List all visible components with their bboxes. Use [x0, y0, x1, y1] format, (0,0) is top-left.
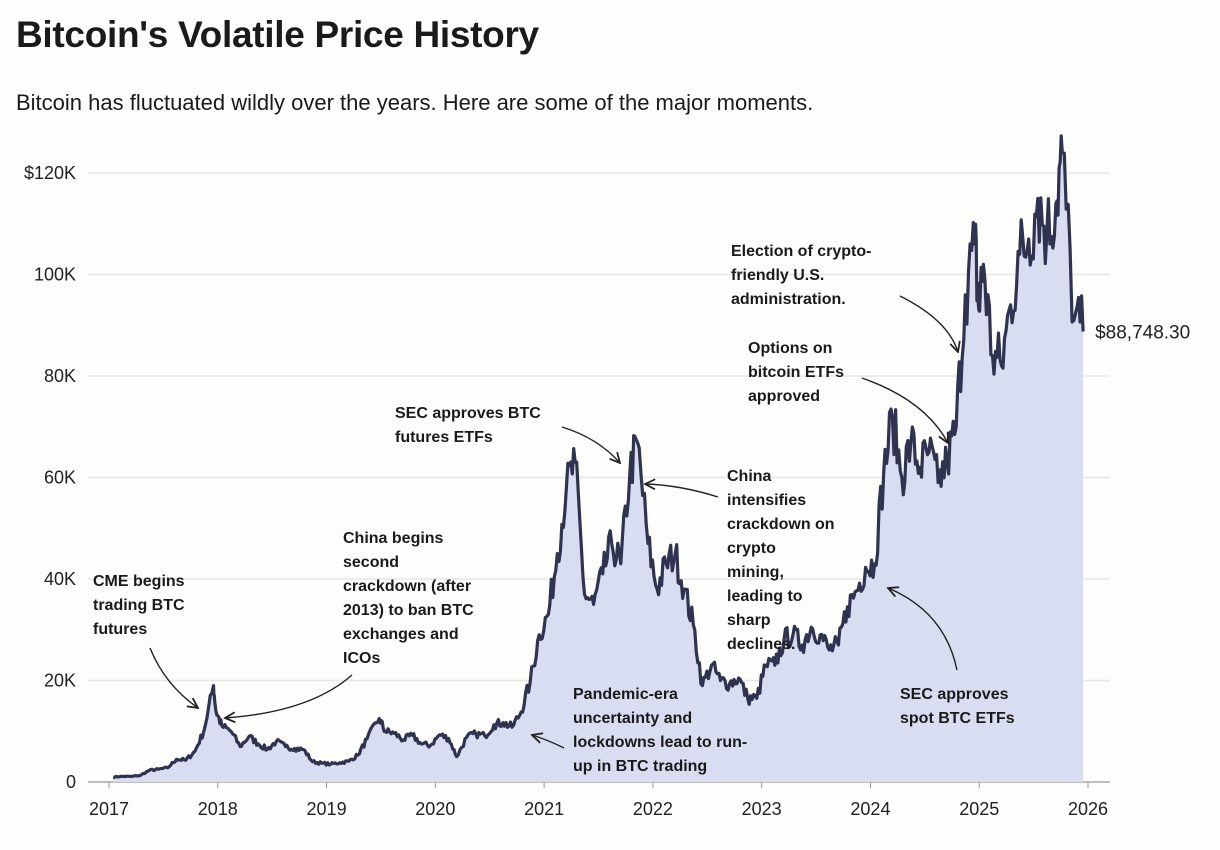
- x-tick-label: 2021: [524, 799, 564, 819]
- latest-price-label: $88,748.30: [1095, 323, 1190, 344]
- annotation-line: crackdown on: [727, 516, 835, 533]
- annotation-line: trading BTC: [93, 597, 185, 614]
- annotation-arrow-pandemic: [532, 735, 565, 749]
- annotation-line: sharp: [727, 612, 771, 629]
- annotation-line: up in BTC trading: [573, 758, 707, 775]
- annotation-chinamining: China intensifies crackdown on crypto mining…: [727, 468, 835, 653]
- annotation-arrow-cme: [149, 647, 198, 708]
- annotation-arrow-secfut: [561, 426, 620, 463]
- annotation-line: leading to: [727, 588, 803, 605]
- y-tick-label: 0: [66, 772, 76, 792]
- annotation-line: China: [727, 468, 772, 485]
- annotation-line: crackdown (after: [343, 578, 471, 595]
- annotation-line: second: [343, 554, 399, 571]
- annotation-cme: CME begins trading BTC futures: [93, 573, 185, 638]
- y-tick-label: 80K: [44, 366, 76, 386]
- chart-title: Bitcoin's Volatile Price History: [16, 14, 539, 55]
- annotation-line: Pandemic-era: [573, 686, 678, 703]
- x-tick-label: 2023: [742, 799, 782, 819]
- x-tick-label: 2025: [959, 799, 999, 819]
- y-tick-label: 40K: [44, 569, 76, 589]
- chart-subtitle: Bitcoin has fluctuated wildly over the y…: [16, 90, 814, 115]
- annotation-line: 2013) to ban BTC: [343, 602, 474, 619]
- annotation-pandemic: Pandemic-era uncertainty and lockdowns lea…: [573, 686, 747, 775]
- annotation-line: friendly U.S.: [731, 267, 824, 284]
- annotation-arrow-election: [899, 295, 958, 352]
- x-tick-label: 2020: [415, 799, 455, 819]
- annotation-line: spot BTC ETFs: [900, 710, 1015, 727]
- annotation-line: SEC approves: [900, 686, 1009, 703]
- annotation-line: crypto: [727, 540, 776, 557]
- annotation-line: China begins: [343, 530, 444, 547]
- annotation-secspot: SEC approves spot BTC ETFs: [900, 686, 1015, 727]
- annotation-line: exchanges and: [343, 626, 459, 643]
- x-tick-label: 2022: [633, 799, 673, 819]
- annotation-china2: China begins second crackdown (after 2013) …: [343, 530, 474, 667]
- x-tick-label: 2024: [850, 799, 890, 819]
- annotation-line: mining,: [727, 564, 784, 581]
- annotation-secfut: SEC approves BTC futures ETFs: [395, 405, 541, 446]
- annotation-line: SEC approves BTC: [395, 405, 541, 422]
- annotation-line: approved: [748, 388, 820, 405]
- annotation-line: futures: [93, 621, 147, 638]
- annotation-line: Election of crypto-: [731, 243, 871, 260]
- annotation-arrow-chinamining: [645, 484, 719, 498]
- annotation-line: uncertainty and: [573, 710, 692, 727]
- y-tick-label: 100K: [34, 265, 76, 285]
- annotation-arrow-secspot: [888, 588, 958, 671]
- price-line: [112, 134, 1085, 779]
- annotation-election: Election of crypto-friendly U.S. administ…: [731, 243, 871, 308]
- annotation-line: ICOs: [343, 650, 380, 667]
- y-tick-label: $120K: [24, 163, 76, 183]
- y-tick-label: 20K: [44, 671, 76, 691]
- annotation-line: declines.: [727, 636, 795, 653]
- annotation-options: Options on bitcoin ETFs approved: [748, 340, 844, 405]
- annotation-arrow-china2: [225, 674, 353, 718]
- x-tick-label: 2019: [307, 799, 347, 819]
- annotation-line: futures ETFs: [395, 429, 493, 446]
- x-tick-label: 2017: [89, 799, 129, 819]
- y-tick-label: 60K: [44, 468, 76, 488]
- price-area: [113, 135, 1084, 782]
- annotation-line: intensifies: [727, 492, 806, 509]
- x-tick-label: 2018: [198, 799, 238, 819]
- x-tick-label: 2026: [1068, 799, 1108, 819]
- annotation-line: administration.: [731, 291, 846, 308]
- annotation-line: CME begins: [93, 573, 185, 590]
- annotation-line: bitcoin ETFs: [748, 364, 844, 381]
- annotation-line: Options on: [748, 340, 832, 357]
- annotation-line: lockdowns lead to run-: [573, 734, 747, 751]
- annotation-arrow-options: [861, 377, 948, 443]
